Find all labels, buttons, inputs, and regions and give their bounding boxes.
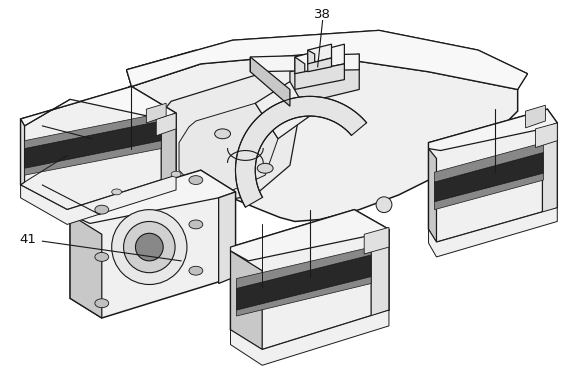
Polygon shape [536, 123, 557, 148]
Polygon shape [434, 153, 544, 202]
Polygon shape [127, 31, 528, 89]
Polygon shape [434, 173, 544, 210]
Polygon shape [157, 113, 176, 136]
Circle shape [112, 210, 187, 285]
Text: 41: 41 [19, 233, 36, 246]
Polygon shape [308, 58, 332, 72]
Ellipse shape [95, 253, 108, 262]
Polygon shape [146, 74, 300, 205]
Polygon shape [70, 54, 518, 221]
Ellipse shape [95, 205, 108, 214]
Polygon shape [371, 230, 389, 316]
Circle shape [124, 221, 175, 273]
Polygon shape [231, 310, 389, 365]
Polygon shape [542, 123, 557, 215]
Polygon shape [236, 96, 367, 207]
Ellipse shape [189, 176, 203, 185]
Ellipse shape [95, 299, 108, 308]
Polygon shape [24, 121, 161, 168]
Circle shape [190, 174, 202, 186]
Polygon shape [295, 64, 345, 89]
Polygon shape [20, 119, 24, 185]
Polygon shape [237, 277, 371, 316]
Text: 39: 39 [22, 116, 39, 129]
Polygon shape [290, 54, 359, 106]
Polygon shape [295, 44, 345, 74]
Text: 38: 38 [314, 8, 331, 21]
Polygon shape [70, 215, 102, 318]
Polygon shape [308, 44, 332, 64]
Polygon shape [231, 210, 389, 350]
Text: 40: 40 [19, 176, 36, 189]
Polygon shape [308, 50, 315, 68]
Circle shape [136, 233, 163, 261]
Polygon shape [20, 87, 176, 126]
Polygon shape [24, 141, 161, 175]
Polygon shape [434, 142, 544, 182]
Polygon shape [237, 247, 371, 288]
Polygon shape [179, 103, 278, 192]
Polygon shape [428, 109, 557, 242]
Polygon shape [255, 81, 310, 139]
Polygon shape [428, 148, 437, 242]
Ellipse shape [112, 189, 121, 195]
Circle shape [191, 193, 201, 203]
Polygon shape [127, 50, 201, 87]
Polygon shape [250, 54, 359, 72]
Ellipse shape [171, 171, 181, 177]
Ellipse shape [215, 129, 231, 139]
Polygon shape [70, 170, 236, 224]
Polygon shape [428, 208, 557, 257]
Polygon shape [24, 113, 161, 148]
Polygon shape [20, 87, 176, 210]
Polygon shape [146, 103, 166, 123]
Ellipse shape [189, 220, 203, 229]
Polygon shape [364, 227, 389, 254]
Polygon shape [295, 57, 305, 80]
Ellipse shape [257, 163, 273, 173]
Polygon shape [525, 105, 545, 128]
Polygon shape [70, 170, 236, 318]
Polygon shape [161, 113, 176, 182]
Polygon shape [127, 31, 528, 89]
Polygon shape [231, 210, 389, 261]
Polygon shape [237, 255, 371, 310]
Polygon shape [250, 57, 290, 106]
Polygon shape [20, 175, 176, 224]
Polygon shape [428, 109, 557, 151]
Circle shape [376, 197, 392, 212]
Ellipse shape [189, 266, 203, 275]
Polygon shape [219, 192, 236, 283]
Polygon shape [231, 251, 262, 350]
